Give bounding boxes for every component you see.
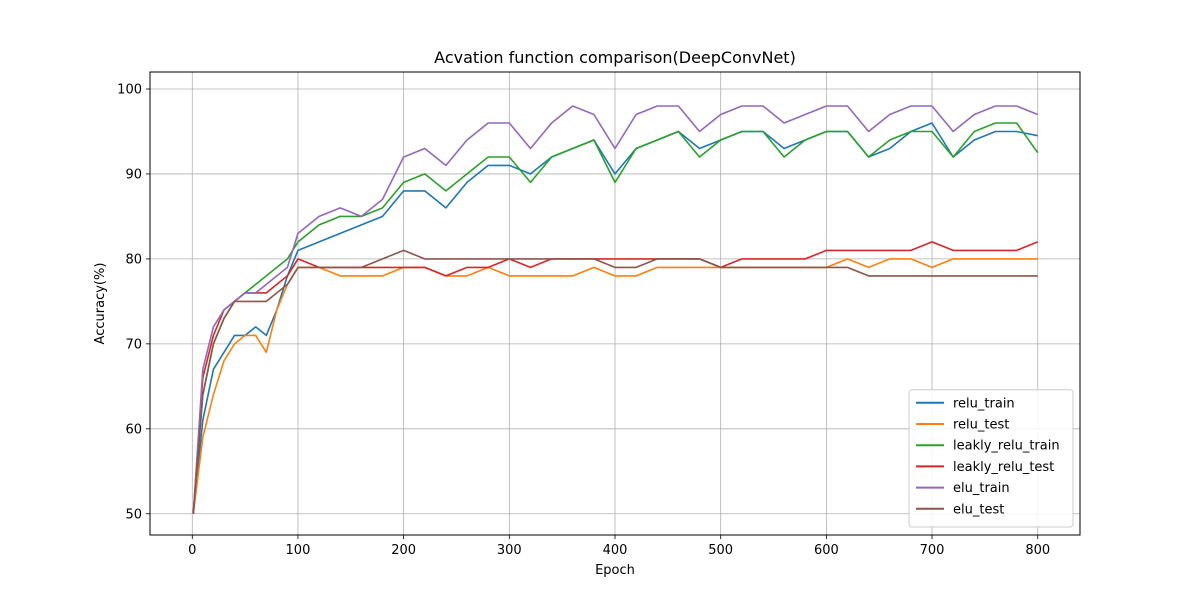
chart-title: Acvation function comparison(DeepConvNet… (434, 48, 796, 67)
y-tick-label: 80 (125, 252, 142, 267)
x-tick-label: 100 (286, 543, 311, 558)
series-line-elu_train (192, 105, 1038, 514)
y-tick-label: 90 (125, 167, 142, 182)
legend-label-leakly_relu_test: leakly_relu_test (953, 460, 1054, 475)
x-tick-label: 400 (603, 543, 628, 558)
x-axis-label: Epoch (595, 563, 635, 578)
legend-label-relu_test: relu_test (953, 418, 1009, 433)
y-tick-label: 100 (117, 82, 142, 97)
x-tick-label: 500 (708, 543, 733, 558)
legend: relu_train relu_test leakly_relu_trainleak… (908, 389, 1074, 528)
x-tick-label: 0 (188, 543, 196, 558)
y-tick-label: 70 (125, 337, 142, 352)
x-tick-label: 300 (497, 543, 522, 558)
series-line-leakly_relu_train (192, 122, 1039, 514)
x-tick-label: 200 (391, 543, 416, 558)
legend-label-relu_train: relu_train (953, 396, 1015, 411)
x-tick-label: 700 (920, 543, 945, 558)
y-tick-label: 50 (125, 507, 142, 522)
legend-label-leakly_relu_train: leakly_relu_train (953, 439, 1060, 454)
y-tick-label: 60 (125, 422, 142, 437)
legend-label-elu_train: elu_train (953, 481, 1010, 496)
ticks: 0 100 200 300 400 500 600 700 800 50 60 70 80 90 100 (117, 82, 1050, 558)
series-line-elu_test (192, 249, 1038, 514)
x-tick-label: 800 (1025, 543, 1050, 558)
series-line-relu_test (192, 258, 1038, 514)
x-tick-label: 600 (814, 543, 839, 558)
legend-label-elu_test: elu_test (953, 502, 1004, 517)
series-layer (192, 105, 1039, 514)
legend-box (908, 389, 1074, 528)
y-axis-label: Accuracy(%) (93, 263, 108, 345)
